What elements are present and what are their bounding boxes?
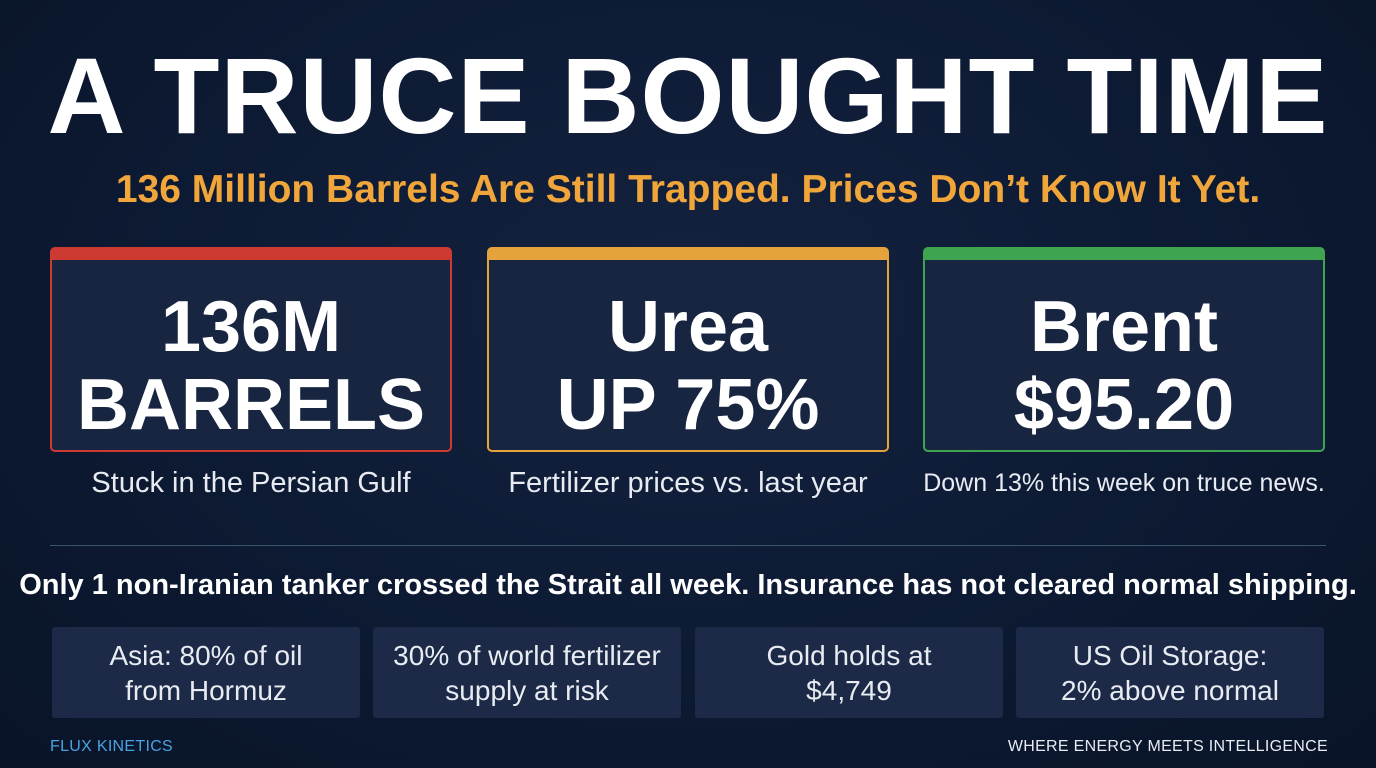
fact-line-1: US Oil Storage: bbox=[1072, 639, 1268, 671]
stat-card-value: Urea UP 75% bbox=[489, 288, 887, 444]
fact-line-2: 2% above normal bbox=[1061, 674, 1279, 706]
stat-card-line-2: $95.20 bbox=[1013, 365, 1235, 445]
alert-line: Only 1 non-Iranian tanker crossed the St… bbox=[19, 569, 1357, 601]
stat-card-brent: Brent $95.20 bbox=[923, 247, 1325, 452]
stat-card-barrels: 136M BARRELS bbox=[50, 247, 452, 452]
stat-card-line-1: Urea bbox=[607, 287, 769, 367]
stat-caption-brent: Down 13% this week on truce news. bbox=[923, 469, 1325, 497]
fact-line-2: supply at risk bbox=[445, 674, 609, 706]
headline: A TRUCE BOUGHT TIME bbox=[47, 35, 1329, 156]
fact-box-storage: US Oil Storage: 2% above normal bbox=[1016, 627, 1324, 718]
stat-caption-urea: Fertilizer prices vs. last year bbox=[508, 467, 868, 499]
fact-box-fertilizer: 30% of world fertilizer supply at risk bbox=[373, 627, 681, 718]
fact-line-1: 30% of world fertilizer bbox=[393, 639, 661, 671]
brand-name: FLUX KINETICS bbox=[50, 738, 174, 755]
stat-card-line-1: Brent bbox=[1029, 287, 1218, 367]
fact-line-2: $4,749 bbox=[806, 674, 892, 706]
stat-card-urea: Urea UP 75% bbox=[487, 247, 889, 452]
fact-box-gold: Gold holds at $4,749 bbox=[695, 627, 1003, 718]
stat-card-line-2: UP 75% bbox=[556, 365, 820, 445]
fact-line-2: from Hormuz bbox=[125, 674, 287, 706]
fact-line-1: Gold holds at bbox=[766, 639, 932, 671]
fact-line-1: Asia: 80% of oil bbox=[109, 639, 303, 671]
fact-box-asia: Asia: 80% of oil from Hormuz bbox=[52, 627, 360, 718]
stat-card-value: 136M BARRELS bbox=[52, 288, 450, 444]
brand-tagline: WHERE ENERGY MEETS INTELLIGENCE bbox=[1007, 738, 1328, 755]
stat-card-line-2: BARRELS bbox=[76, 365, 425, 445]
stat-caption-barrels: Stuck in the Persian Gulf bbox=[91, 467, 411, 499]
stat-card-value: Brent $95.20 bbox=[925, 288, 1323, 444]
stat-card-line-1: 136M bbox=[160, 287, 342, 367]
subheadline: 136 Million Barrels Are Still Trapped. P… bbox=[115, 168, 1261, 211]
divider bbox=[50, 545, 1326, 546]
